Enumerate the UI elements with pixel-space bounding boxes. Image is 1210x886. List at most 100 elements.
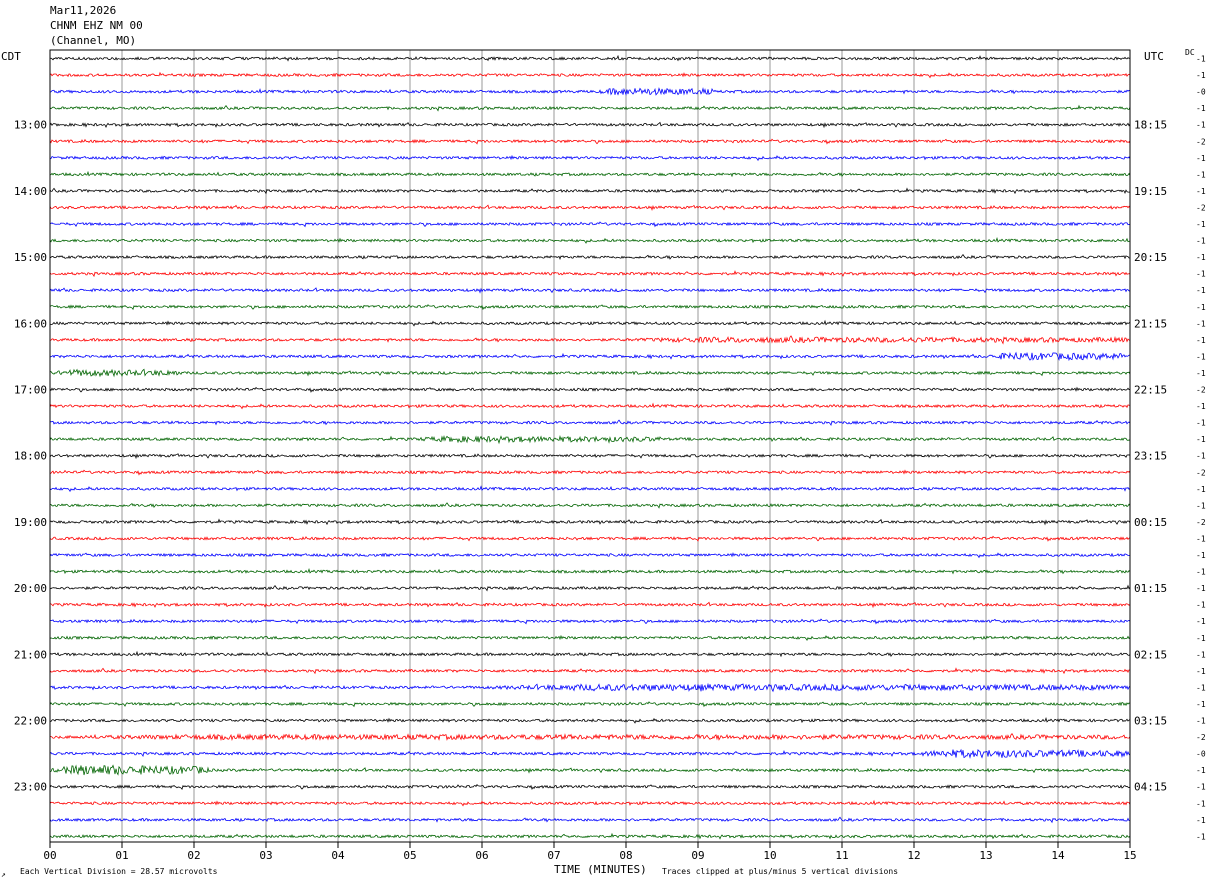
trace-row-30 xyxy=(49,552,1131,559)
right-hour-label: 04:15 xyxy=(1134,781,1167,794)
trace-row-44 xyxy=(49,784,1131,791)
dc-offset-value: -1 xyxy=(1196,319,1206,328)
trace-row-40 xyxy=(49,717,1131,724)
dc-offset-value: -1 xyxy=(1196,534,1206,543)
trace-row-24 xyxy=(49,453,1131,460)
left-hour-label: 23:00 xyxy=(14,781,47,794)
dc-offset-value: -1 xyxy=(1196,832,1206,841)
clip-note: Traces clipped at plus/minus 5 vertical … xyxy=(662,867,899,876)
dc-offset-value: -1 xyxy=(1196,170,1206,179)
dc-offset-header: DC xyxy=(1185,48,1195,57)
right-hour-label: 02:15 xyxy=(1134,648,1167,661)
dc-offset-value: -1 xyxy=(1196,501,1206,510)
vertical-scale-note: Each Vertical Division = 28.57 microvolt… xyxy=(20,867,218,876)
trace-row-13 xyxy=(49,270,1131,278)
trace-row-15 xyxy=(49,304,1131,311)
trace-row-38 xyxy=(49,682,1131,693)
left-hour-label: 22:00 xyxy=(14,715,47,728)
trace-row-29 xyxy=(49,535,1131,542)
trace-row-35 xyxy=(49,634,1131,642)
dc-offset-value: -2 xyxy=(1196,733,1206,742)
right-hour-label: 23:15 xyxy=(1134,450,1167,463)
trace-row-19 xyxy=(49,368,1131,378)
x-tick-label: 07 xyxy=(547,849,560,862)
right-hour-label: 20:15 xyxy=(1134,251,1167,264)
trace-row-2 xyxy=(49,87,1131,96)
right-timezone-label: UTC xyxy=(1144,50,1164,63)
plot-frame xyxy=(49,49,1131,843)
trace-row-14 xyxy=(49,287,1131,294)
dc-offset-value: -1 xyxy=(1196,700,1206,709)
trace-row-1 xyxy=(49,71,1131,79)
trace-row-39 xyxy=(49,701,1131,708)
x-axis-title: TIME (MINUTES) xyxy=(554,863,647,876)
trace-row-43 xyxy=(49,764,1131,776)
right-hour-label: 03:15 xyxy=(1134,715,1167,728)
dc-offset-value: -2 xyxy=(1196,137,1206,146)
trace-row-36 xyxy=(49,650,1131,658)
dc-offset-value: -1 xyxy=(1196,799,1206,808)
dc-offset-value: -1 xyxy=(1196,336,1206,345)
trace-row-3 xyxy=(49,104,1131,112)
trace-row-45 xyxy=(49,799,1131,807)
trace-row-27 xyxy=(49,502,1131,509)
x-tick-label: 10 xyxy=(763,849,776,862)
dc-offset-value: -1 xyxy=(1196,286,1206,295)
x-tick-label: 02 xyxy=(187,849,200,862)
dc-offset-value: -2 xyxy=(1196,468,1206,477)
dc-offset-value: -1 xyxy=(1196,71,1206,80)
x-tick-label: 15 xyxy=(1123,849,1136,862)
x-tick-label: 11 xyxy=(835,849,848,862)
dc-offset-value: -1 xyxy=(1196,104,1206,113)
dc-offset-value: -1 xyxy=(1196,121,1206,130)
x-tick-label: 04 xyxy=(331,849,345,862)
x-tick-label: 05 xyxy=(403,849,416,862)
left-hour-label: 15:00 xyxy=(14,251,47,264)
trace-row-4 xyxy=(49,121,1131,129)
dc-offset-value: -1 xyxy=(1196,634,1206,643)
dc-offset-value: -2 xyxy=(1196,518,1206,527)
dc-offset-value: -1 xyxy=(1196,485,1206,494)
dc-offset-value: -1 xyxy=(1196,667,1206,676)
x-tick-label: 13 xyxy=(979,849,992,862)
x-tick-label: 12 xyxy=(907,849,920,862)
dc-offset-value: -1 xyxy=(1196,253,1206,262)
trace-row-25 xyxy=(49,469,1131,476)
dc-offset-value: -0 xyxy=(1196,750,1206,759)
left-hour-label: 17:00 xyxy=(14,384,47,397)
dc-offset-value: -1 xyxy=(1196,402,1206,411)
trace-row-18 xyxy=(49,351,1131,362)
trace-row-28 xyxy=(49,518,1131,526)
trace-row-20 xyxy=(49,386,1131,393)
dc-offset-value: -1 xyxy=(1196,55,1206,64)
dc-offset-value: -1 xyxy=(1196,419,1206,428)
trace-row-26 xyxy=(49,485,1131,493)
right-hour-label: 21:15 xyxy=(1134,317,1167,330)
trace-row-47 xyxy=(49,832,1131,840)
dc-offset-value: -1 xyxy=(1196,783,1206,792)
right-hour-label: 18:15 xyxy=(1134,119,1167,132)
dc-offset-value: -1 xyxy=(1196,303,1206,312)
trace-row-31 xyxy=(49,568,1131,575)
dc-offset-value: -1 xyxy=(1196,154,1206,163)
dc-offset-value: -1 xyxy=(1196,601,1206,610)
x-tick-label: 14 xyxy=(1051,849,1065,862)
trace-row-7 xyxy=(49,170,1131,178)
x-tick-label: 09 xyxy=(691,849,704,862)
right-hour-label: 01:15 xyxy=(1134,582,1167,595)
x-tick-label: 06 xyxy=(475,849,488,862)
x-tick-label: 00 xyxy=(43,849,56,862)
left-hour-label: 21:00 xyxy=(14,648,47,661)
right-hour-label: 19:15 xyxy=(1134,185,1167,198)
trace-row-9 xyxy=(49,204,1131,211)
x-tick-label: 08 xyxy=(619,849,632,862)
plot-date: Mar11,2026 xyxy=(50,4,117,17)
trace-row-17 xyxy=(49,335,1131,345)
x-tick-label: 03 xyxy=(259,849,272,862)
trace-row-5 xyxy=(49,138,1131,145)
trace-row-33 xyxy=(50,601,1131,609)
left-hour-label: 19:00 xyxy=(14,516,47,529)
dc-offset-value: -1 xyxy=(1196,270,1206,279)
trace-row-37 xyxy=(49,667,1131,675)
